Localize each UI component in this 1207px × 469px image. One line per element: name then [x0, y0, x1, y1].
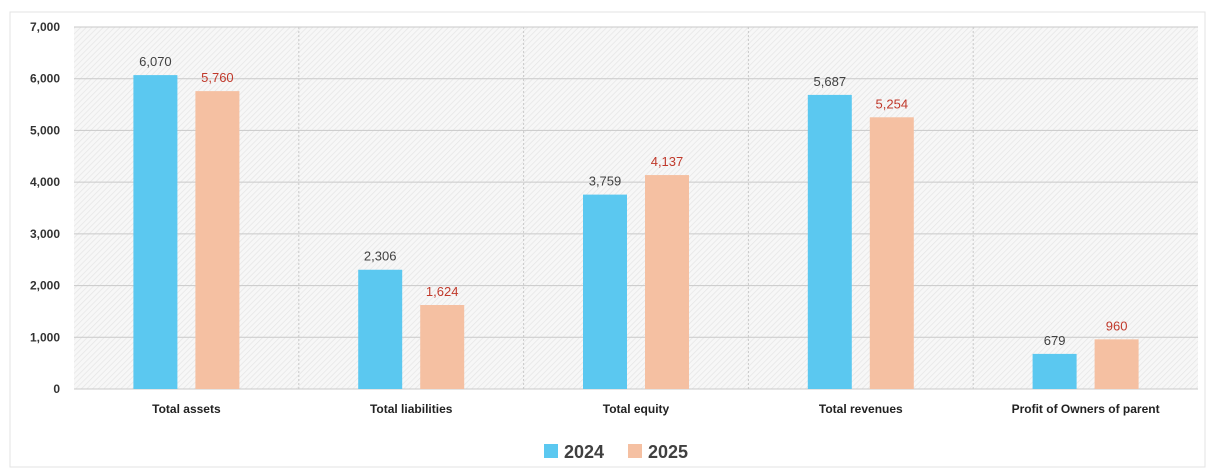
legend-swatch-2025: [628, 444, 642, 458]
x-tick-label: Profit of Owners of parent: [1012, 402, 1160, 416]
data-label-2025: 1,624: [426, 284, 459, 299]
bars: [133, 75, 1139, 390]
y-tick-label: 3,000: [30, 227, 60, 241]
x-tick-label: Total equity: [603, 402, 670, 416]
bar-2025: [645, 175, 689, 389]
data-label-2024: 3,759: [589, 174, 622, 189]
x-tick-label: Total liabilities: [370, 402, 453, 416]
x-axis-ticks: Total assets Total liabilities Total equit…: [152, 402, 1159, 416]
data-label-2025: 5,254: [876, 96, 909, 111]
legend-label-2025: 2025: [648, 442, 688, 462]
y-tick-label: 7,000: [30, 20, 60, 34]
bar-2025: [420, 305, 465, 389]
y-axis-ticks: 0 1,000 2,000 3,000 4,000 5,000 6,000 7,000: [30, 20, 60, 396]
data-labels: 6,070 5,760 2,306 1,624 3,759 4,137 5,687 5,254…: [139, 54, 1127, 348]
plot-area: [74, 27, 1198, 389]
bar-2024: [807, 94, 852, 390]
bar-2025: [195, 91, 240, 389]
y-tick-label: 2,000: [30, 279, 60, 293]
data-label-2025: 5,760: [201, 70, 234, 85]
grid-lines: [74, 26, 1198, 390]
data-label-2025: 4,137: [651, 154, 684, 169]
legend-swatch-2024: [544, 444, 558, 458]
legend: 2024 2025: [544, 442, 688, 462]
y-tick-label: 4,000: [30, 175, 60, 189]
x-tick-label: Total revenues: [819, 402, 903, 416]
y-tick-label: 0: [53, 382, 60, 396]
y-tick-label: 5,000: [30, 123, 60, 137]
legend-label-2024: 2024: [564, 442, 604, 462]
bar-2025: [1094, 339, 1139, 389]
bar-2024: [583, 194, 627, 389]
x-tick-label: Total assets: [152, 402, 221, 416]
data-label-2024: 679: [1044, 333, 1066, 348]
bar-2024: [133, 75, 178, 389]
bar-2024: [358, 269, 403, 389]
data-label-2024: 2,306: [364, 249, 397, 264]
y-tick-label: 6,000: [30, 72, 60, 86]
data-label-2024: 6,070: [139, 54, 172, 69]
data-label-2024: 5,687: [814, 74, 847, 89]
data-label-2025: 960: [1106, 318, 1128, 333]
bar-2025: [869, 117, 914, 389]
y-tick-label: 1,000: [30, 330, 60, 344]
bar-2024: [1032, 353, 1077, 389]
